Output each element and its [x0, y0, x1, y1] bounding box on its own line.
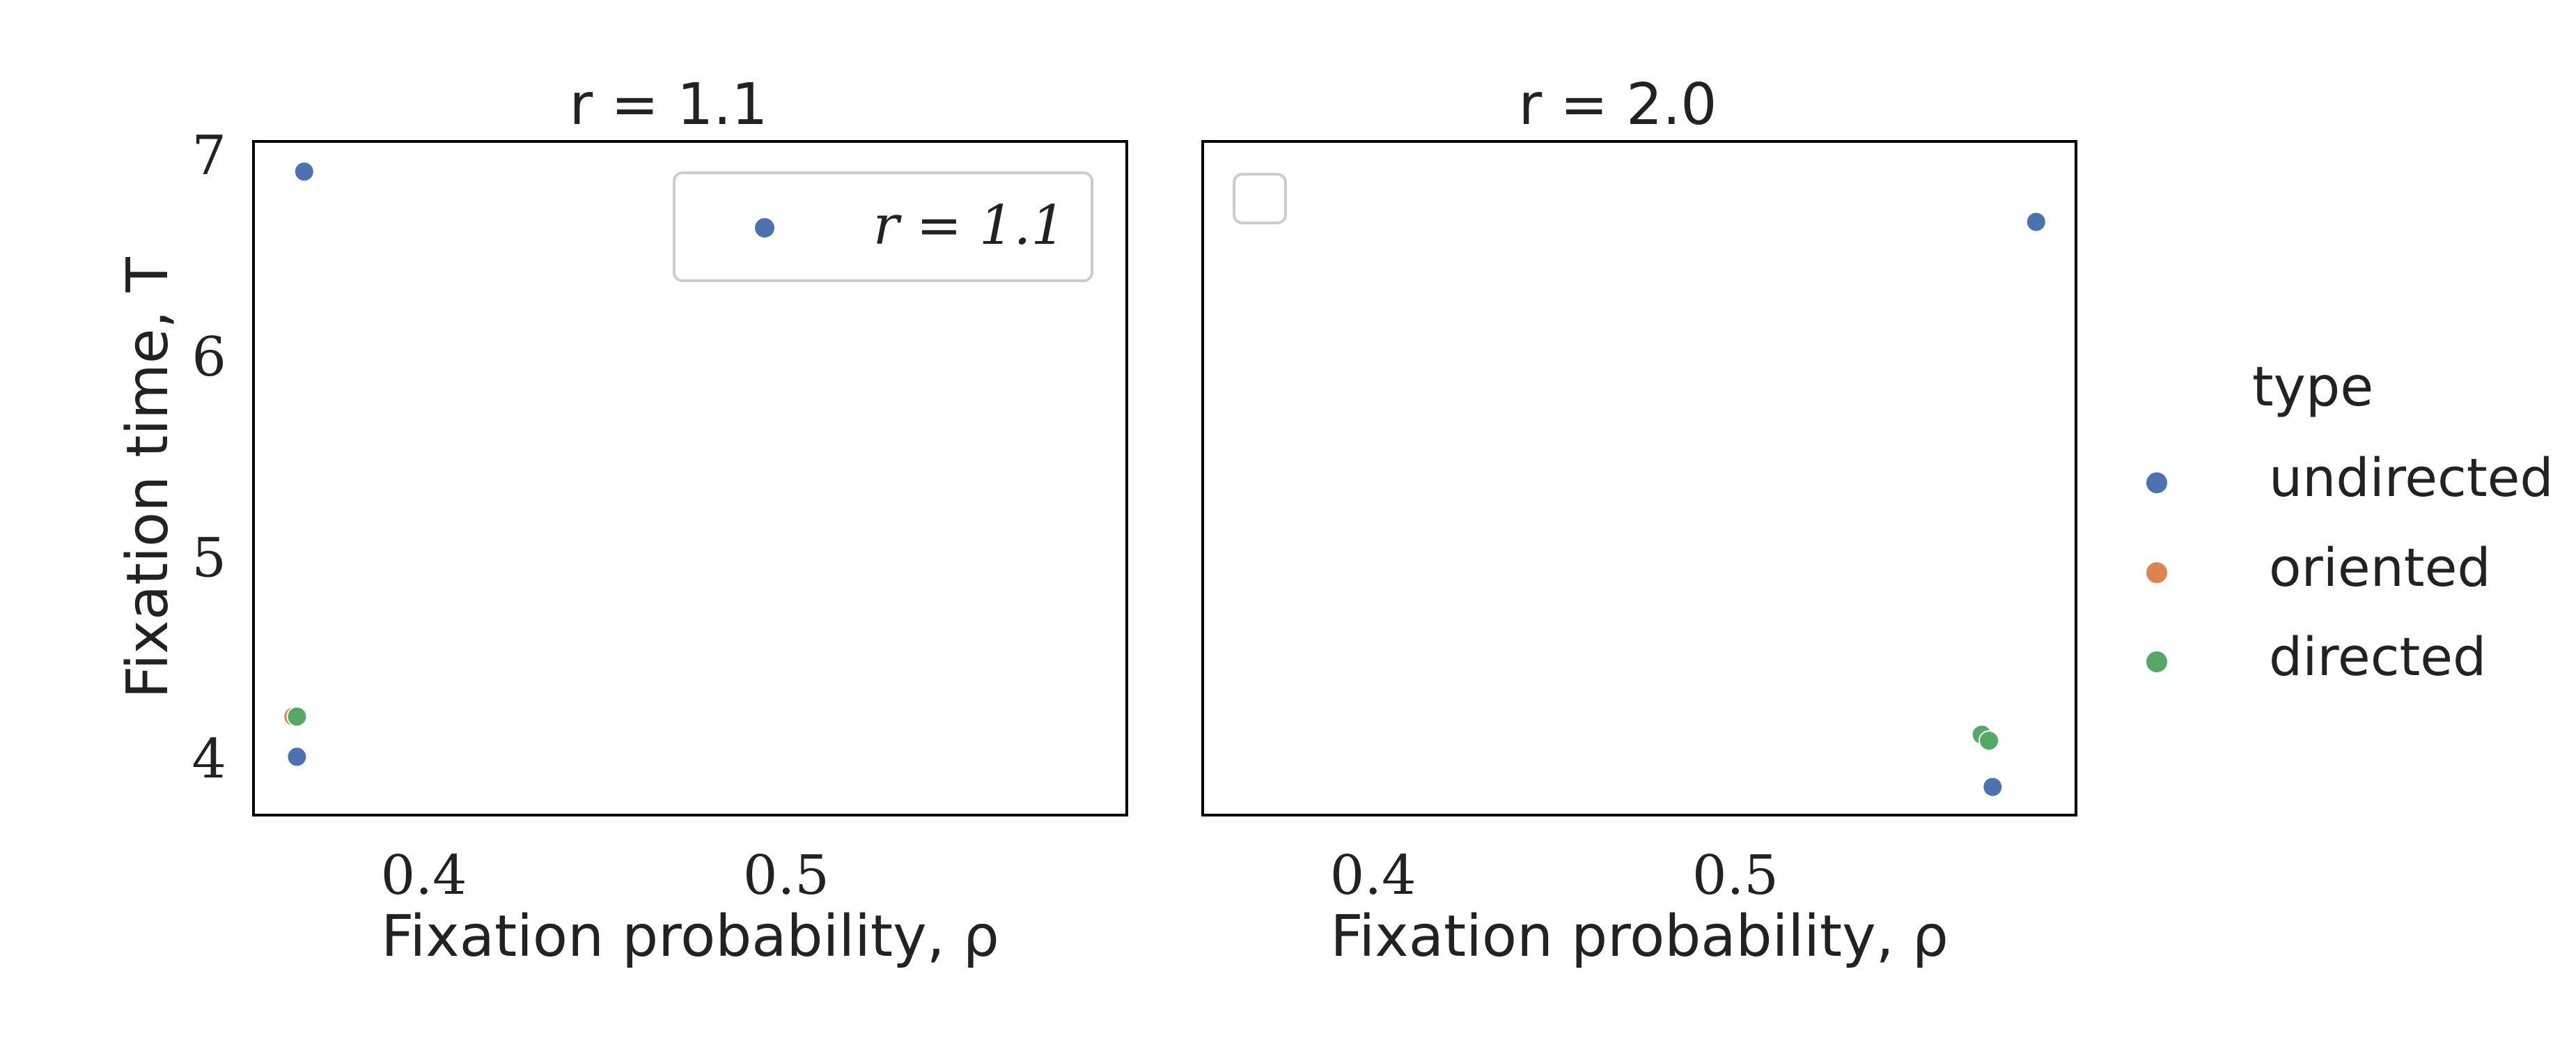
legend-marker-directed	[2146, 651, 2167, 672]
panel-left-point-undirected-1	[286, 746, 308, 768]
panel-right-title: r = 2.0	[1519, 72, 1717, 138]
panel-left-ytick-label: 4	[192, 728, 226, 791]
figure-legend-item-directed: directed	[2146, 626, 2486, 688]
panel-right-xlabel: Fixation probability, ρ	[1330, 904, 1949, 970]
legend-label-oriented: oriented	[2269, 536, 2491, 598]
figure-legend-item-undirected: undirected	[2146, 447, 2554, 509]
panel-right-marks	[1971, 211, 2047, 798]
panel-left-legend-label: r = 1.1	[873, 194, 1065, 257]
legend-marker-undirected	[2146, 472, 2167, 493]
figure-legend-item-oriented: oriented	[2146, 536, 2491, 598]
panel-right-frame	[1201, 140, 2077, 816]
panel-left-legend: r = 1.1	[673, 171, 1093, 282]
panel-left: r = 1.1 0.4 0.5 4 5 6 7 Fixation probability…	[115, 72, 1128, 970]
panel-right-xticks: 0.4 0.5	[1330, 844, 1779, 907]
panel-left-marks	[283, 161, 315, 768]
panel-left-yticks: 4 5 6 7	[192, 125, 226, 791]
panel-left-ylabel: Fixation time, T	[115, 256, 181, 698]
panel-left-ytick-label: 7	[192, 125, 226, 187]
panel-right-point-undirected-0	[2025, 211, 2047, 233]
panel-left-legend-marker	[755, 218, 774, 238]
panel-left-legend-box	[673, 171, 1093, 282]
panel-left-frame	[252, 140, 1128, 816]
panel-right-xtick-label: 0.4	[1330, 844, 1416, 907]
panel-left-ytick-label: 5	[192, 527, 226, 590]
legend-marker-oriented	[2146, 562, 2167, 583]
figure-legend: type undirected oriented directed	[2146, 356, 2554, 688]
panel-left-xlabel: Fixation probability, ρ	[381, 904, 999, 970]
panel-right: r = 2.0 0.4 0.5 Fixation probability, ρ	[1201, 72, 2077, 970]
panel-left-xticks: 0.4 0.5	[381, 844, 829, 907]
panel-right-legend-box	[1233, 173, 1287, 224]
panel-left-point-directed-0	[286, 706, 308, 727]
panel-right-xtick-label: 0.5	[1692, 844, 1779, 907]
panel-left-xtick-label: 0.5	[743, 844, 829, 907]
legend-label-directed: directed	[2269, 626, 2486, 688]
panel-left-xtick-label: 0.4	[381, 844, 467, 907]
panel-left-ytick-label: 6	[192, 326, 226, 389]
panel-left-title: r = 1.1	[570, 72, 768, 138]
figure-legend-title: type	[2252, 356, 2373, 419]
legend-label-undirected: undirected	[2269, 447, 2554, 509]
panel-right-point-undirected-1	[1982, 776, 2004, 798]
panel-left-point-undirected-0	[293, 161, 315, 183]
panel-right-point-directed-1	[1978, 730, 2000, 752]
